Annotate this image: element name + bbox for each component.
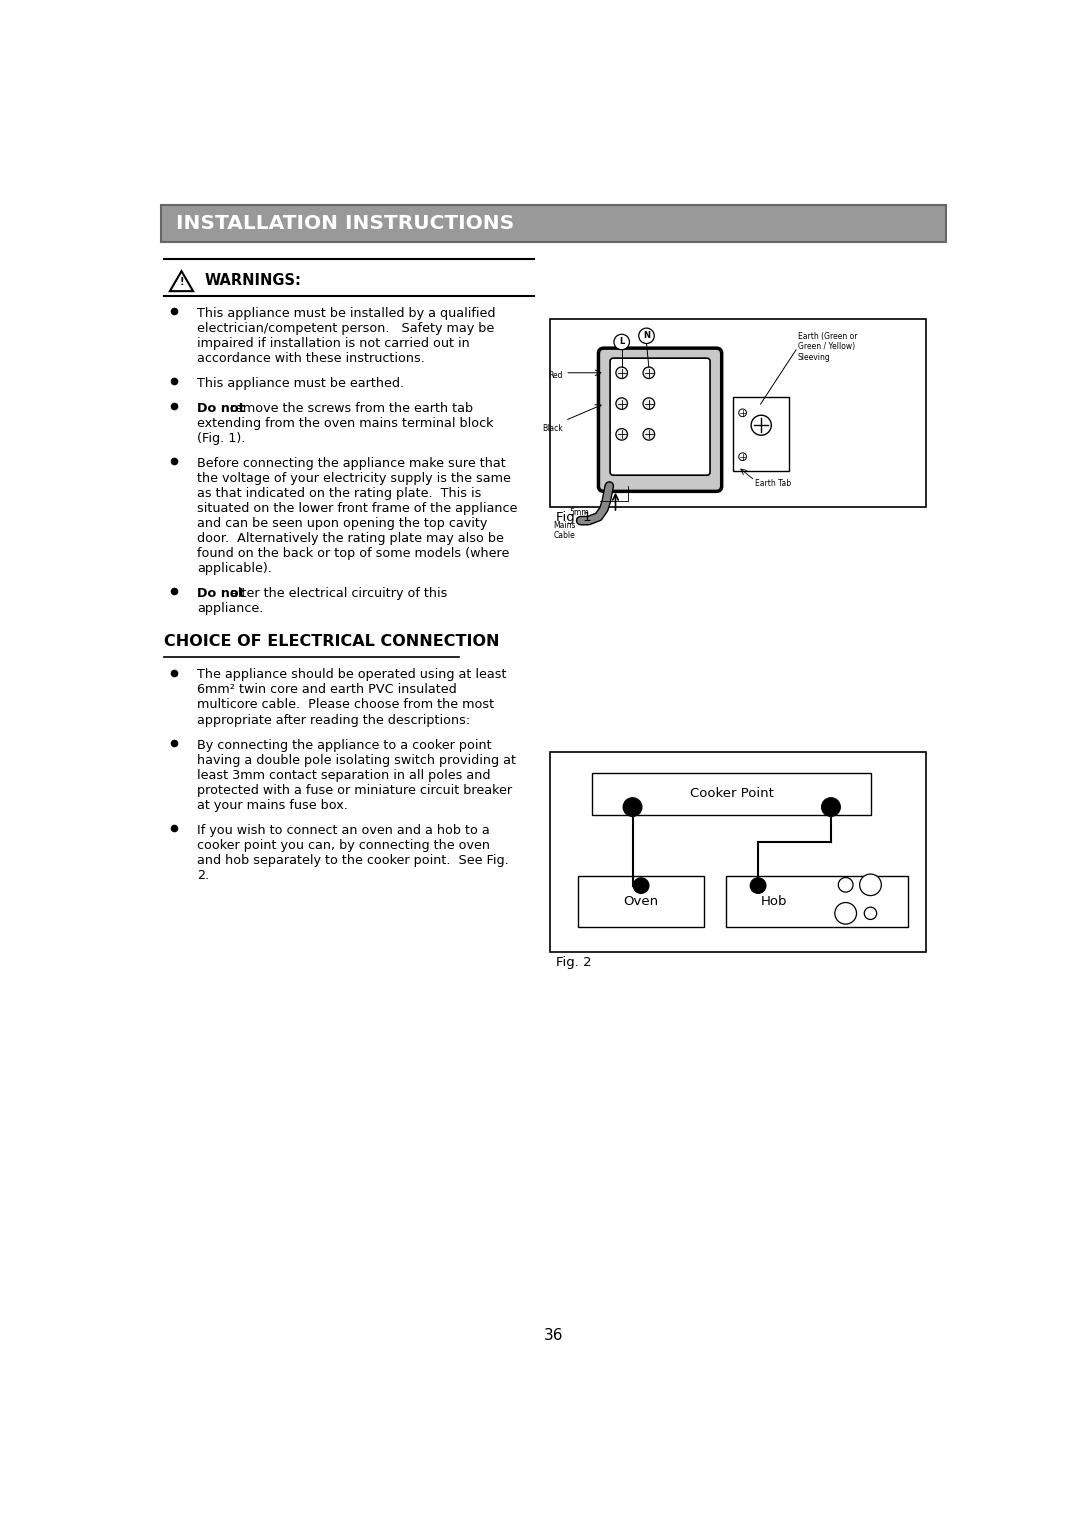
Text: L: L: [619, 338, 624, 347]
Text: N: N: [643, 332, 650, 341]
Text: By connecting the appliance to a cooker point: By connecting the appliance to a cooker …: [197, 738, 491, 752]
Text: CHOICE OF ELECTRICAL CONNECTION: CHOICE OF ELECTRICAL CONNECTION: [164, 634, 500, 649]
Circle shape: [838, 877, 853, 892]
Text: situated on the lower front frame of the appliance: situated on the lower front frame of the…: [197, 501, 517, 515]
Circle shape: [633, 879, 649, 894]
Bar: [733, 397, 789, 471]
Text: Earth Tab: Earth Tab: [755, 480, 792, 487]
Text: alter the electrical circuitry of this: alter the electrical circuitry of this: [226, 587, 447, 601]
Circle shape: [860, 874, 881, 895]
Circle shape: [751, 416, 771, 435]
Text: Earth (Green or
Green / Yellow)
Sleeving: Earth (Green or Green / Yellow) Sleeving: [798, 332, 858, 362]
FancyBboxPatch shape: [610, 358, 710, 475]
Circle shape: [623, 798, 642, 816]
Polygon shape: [170, 270, 193, 292]
Text: at your mains fuse box.: at your mains fuse box.: [197, 799, 348, 811]
Text: electrician/competent person.   Safety may be: electrician/competent person. Safety may…: [197, 321, 495, 335]
Circle shape: [638, 329, 654, 344]
Text: 36: 36: [543, 1328, 564, 1343]
Bar: [726, 877, 907, 927]
Text: INSTALLATION INSTRUCTIONS: INSTALLATION INSTRUCTIONS: [176, 214, 514, 232]
Text: (Fig. 1).: (Fig. 1).: [197, 432, 245, 445]
Circle shape: [616, 397, 627, 410]
Text: Before connecting the appliance make sure that: Before connecting the appliance make sur…: [197, 457, 505, 469]
Text: 6mm² twin core and earth PVC insulated: 6mm² twin core and earth PVC insulated: [197, 683, 457, 697]
Text: least 3mm contact separation in all poles and: least 3mm contact separation in all pole…: [197, 769, 490, 781]
Text: having a double pole isolating switch providing at: having a double pole isolating switch pr…: [197, 753, 516, 767]
Text: found on the back or top of some models (where: found on the back or top of some models …: [197, 547, 510, 559]
FancyBboxPatch shape: [598, 348, 721, 492]
Text: Fig. 1: Fig. 1: [556, 510, 592, 524]
Text: Do not: Do not: [197, 402, 245, 414]
Circle shape: [822, 798, 840, 816]
Text: protected with a fuse or miniature circuit breaker: protected with a fuse or miniature circu…: [197, 784, 512, 796]
Text: Black: Black: [542, 423, 563, 432]
Text: The appliance should be operated using at least: The appliance should be operated using a…: [197, 668, 507, 681]
Circle shape: [616, 429, 627, 440]
Bar: [550, 319, 926, 507]
Text: accordance with these instructions.: accordance with these instructions.: [197, 351, 424, 365]
Text: multicore cable.  Please choose from the most: multicore cable. Please choose from the …: [197, 698, 495, 712]
Circle shape: [864, 908, 877, 920]
Text: Cooker Point: Cooker Point: [690, 787, 773, 801]
Bar: [161, 205, 946, 241]
Text: the voltage of your electricity supply is the same: the voltage of your electricity supply i…: [197, 472, 511, 484]
Circle shape: [751, 879, 766, 894]
Text: Oven: Oven: [623, 895, 659, 908]
Text: appliance.: appliance.: [197, 602, 264, 614]
Text: extending from the oven mains terminal block: extending from the oven mains terminal b…: [197, 417, 494, 429]
Circle shape: [643, 367, 654, 379]
Text: Mains
Cable: Mains Cable: [554, 521, 576, 539]
Text: as that indicated on the rating plate.  This is: as that indicated on the rating plate. T…: [197, 487, 482, 500]
Text: 5mm: 5mm: [569, 507, 589, 516]
Text: !: !: [179, 277, 184, 287]
Text: door.  Alternatively the rating plate may also be: door. Alternatively the rating plate may…: [197, 532, 504, 545]
Text: This appliance must be installed by a qualified: This appliance must be installed by a qu…: [197, 307, 496, 319]
Bar: [592, 773, 872, 814]
Text: If you wish to connect an oven and a hob to a: If you wish to connect an oven and a hob…: [197, 824, 489, 837]
Text: and hob separately to the cooker point.  See Fig.: and hob separately to the cooker point. …: [197, 854, 509, 866]
Circle shape: [739, 410, 746, 417]
Text: remove the screws from the earth tab: remove the screws from the earth tab: [226, 402, 473, 414]
Text: Red: Red: [549, 371, 563, 380]
Text: This appliance must be earthed.: This appliance must be earthed.: [197, 376, 404, 390]
Text: Fig. 2: Fig. 2: [556, 955, 592, 969]
Text: impaired if installation is not carried out in: impaired if installation is not carried …: [197, 336, 470, 350]
Text: Hob: Hob: [760, 895, 787, 908]
Circle shape: [613, 335, 630, 350]
Circle shape: [739, 452, 746, 460]
Bar: [578, 877, 704, 927]
Circle shape: [835, 903, 856, 924]
Circle shape: [643, 397, 654, 410]
Text: 2.: 2.: [197, 868, 210, 882]
Text: and can be seen upon opening the top cavity: and can be seen upon opening the top cav…: [197, 516, 487, 530]
Text: WARNINGS:: WARNINGS:: [205, 272, 301, 287]
Text: appropriate after reading the descriptions:: appropriate after reading the descriptio…: [197, 714, 470, 726]
Text: applicable).: applicable).: [197, 562, 272, 575]
Text: cooker point you can, by connecting the oven: cooker point you can, by connecting the …: [197, 839, 490, 851]
Text: Do not: Do not: [197, 587, 245, 601]
Bar: [550, 752, 926, 952]
Circle shape: [616, 367, 627, 379]
Circle shape: [643, 429, 654, 440]
